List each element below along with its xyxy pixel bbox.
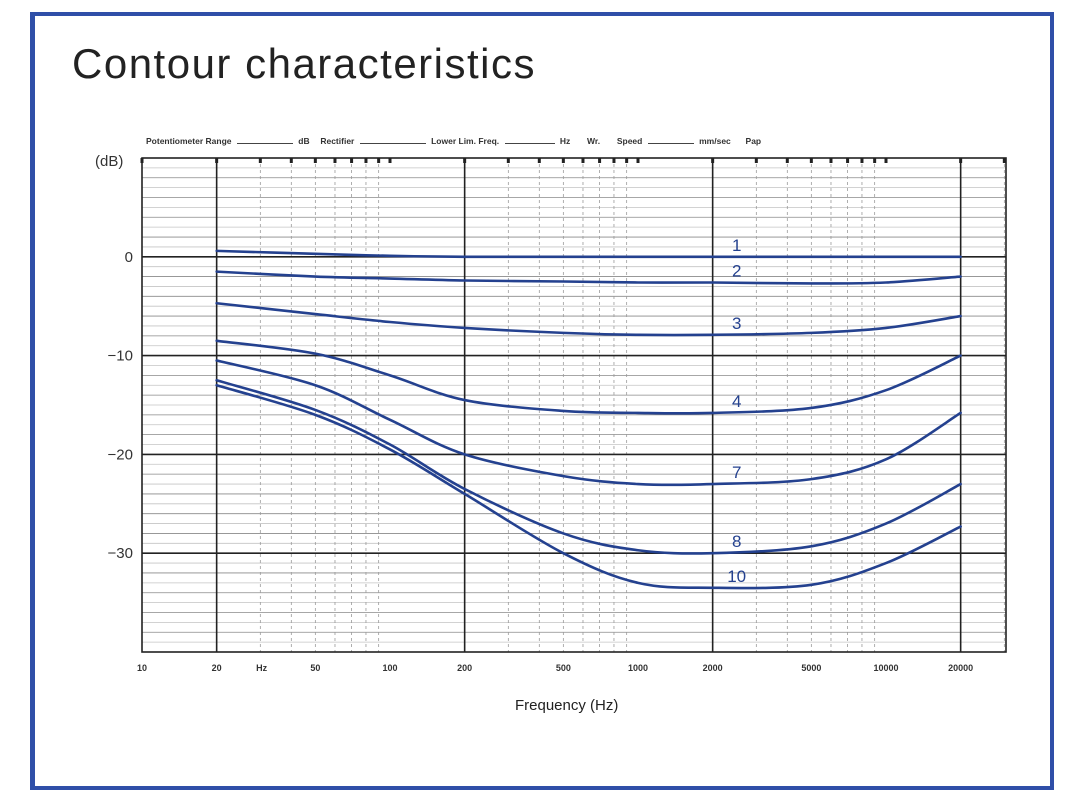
curve-label: 7 xyxy=(732,463,741,482)
curve-labels: 1 2 3 4 7 8 10 xyxy=(727,236,746,586)
header-rectifier: Rectifier xyxy=(320,136,355,146)
y-axis-labels: (dB) 0 −10 −20 −30 xyxy=(95,153,133,562)
curve-4 xyxy=(215,339,962,415)
header-hz: Hz xyxy=(559,136,571,146)
top-tick xyxy=(289,158,293,163)
top-tick xyxy=(1002,158,1006,163)
top-tick xyxy=(754,158,758,163)
curve-1 xyxy=(215,249,962,259)
curve-3 xyxy=(215,301,962,337)
x-unit-label: Hz xyxy=(256,663,267,673)
x-tick-label: 50 xyxy=(310,663,320,673)
top-tick xyxy=(258,158,262,163)
plot-frame xyxy=(141,157,1007,653)
top-tick xyxy=(313,158,317,163)
x-tick-label: 20 xyxy=(212,663,222,673)
top-tick xyxy=(140,158,144,163)
top-tick xyxy=(612,158,616,163)
x-axis-labels: 10 20 50 100 200 500 1000 2000 5000 10000 20000 Hz xyxy=(137,663,973,673)
curve-label: 8 xyxy=(732,532,741,551)
x-tick-label: 100 xyxy=(382,663,397,673)
top-tick xyxy=(537,158,541,163)
x-axis-title: Frequency (Hz) xyxy=(515,697,619,714)
y-axis-unit: (dB) xyxy=(95,153,123,170)
x-tick-label: 2000 xyxy=(703,663,723,673)
top-tick xyxy=(388,158,392,163)
chart-paper-header: Potentiometer Range dB Rectifier Lower L… xyxy=(146,136,761,146)
top-tick xyxy=(463,158,467,163)
top-tick xyxy=(860,158,864,163)
top-tick xyxy=(809,158,813,163)
header-speed: Speed xyxy=(616,136,643,146)
top-tick xyxy=(377,158,381,163)
curve-2 xyxy=(215,270,962,285)
y-tick-label: −30 xyxy=(108,545,133,562)
header-db: dB xyxy=(298,136,310,146)
top-tick xyxy=(581,158,585,163)
x-tick-label: 10 xyxy=(137,663,147,673)
top-tick xyxy=(598,158,602,163)
header-lower-lim: Lower Lim. Freq. xyxy=(431,136,500,146)
slide-title: Contour characteristics xyxy=(72,40,536,87)
top-tick xyxy=(561,158,565,163)
header-mm-sec: mm/sec xyxy=(699,136,731,146)
top-tick xyxy=(350,158,354,163)
top-tick xyxy=(884,158,888,163)
top-tick xyxy=(625,158,629,163)
x-tick-label: 20000 xyxy=(948,663,973,673)
x-tick-label: 5000 xyxy=(801,663,821,673)
minor-grid xyxy=(142,158,1006,652)
curve-label: 4 xyxy=(732,392,741,411)
top-tick xyxy=(785,158,789,163)
top-tick xyxy=(364,158,368,163)
top-tick xyxy=(829,158,833,163)
x-tick-label: 10000 xyxy=(873,663,898,673)
y-tick-label: −20 xyxy=(108,446,133,463)
top-tick xyxy=(506,158,510,163)
x-tick-label: 1000 xyxy=(628,663,648,673)
header-wr: Wr. xyxy=(587,136,601,146)
curve-label: 3 xyxy=(732,314,741,333)
slide-frame xyxy=(30,12,1054,790)
contour-curves xyxy=(215,249,962,590)
curve-8 xyxy=(215,379,962,555)
curve-label: 2 xyxy=(732,261,741,280)
y-tick-label: −10 xyxy=(108,348,133,365)
y-tick-label: 0 xyxy=(125,249,133,266)
x-tick-label: 200 xyxy=(457,663,472,673)
x-tick-label: 500 xyxy=(556,663,571,673)
curve-label: 1 xyxy=(732,236,741,255)
major-grid xyxy=(140,157,1007,653)
top-tick xyxy=(636,158,640,163)
top-tick xyxy=(846,158,850,163)
top-tick xyxy=(215,158,219,163)
curve-7 xyxy=(215,359,962,487)
curve-label: 10 xyxy=(727,567,746,586)
top-tick xyxy=(959,158,963,163)
header-pap: Pap xyxy=(745,136,762,146)
top-tick xyxy=(333,158,337,163)
top-tick xyxy=(873,158,877,163)
curve-10 xyxy=(215,383,962,590)
header-pot-range: Potentiometer Range xyxy=(146,136,232,146)
top-tick xyxy=(711,158,715,163)
